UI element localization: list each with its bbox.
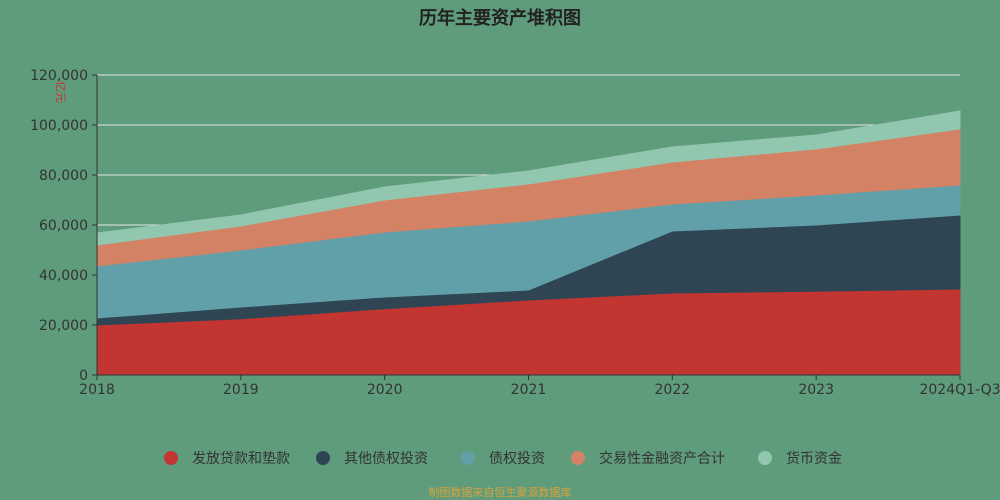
y-tick-label: 20,000 (39, 318, 88, 334)
x-tick-label: 2020 (367, 382, 403, 398)
y-tick-label: 0 (79, 368, 88, 384)
y-axis-label: 亿元 (54, 81, 67, 103)
y-tick-label: 120,000 (30, 68, 88, 84)
legend-item[interactable]: 货币资金 (758, 450, 842, 467)
legend: 发放贷款和垫款 其他债权投资 债权投资 交易性金融资产合计 货币资金 (164, 450, 842, 467)
legend-label: 债权投资 (489, 451, 545, 467)
area-series (96, 110, 961, 376)
area-series-4 (96, 110, 961, 246)
y-tick-label: 60,000 (39, 218, 88, 234)
y-tick-label: 40,000 (39, 268, 88, 284)
x-tick-label: 2018 (79, 382, 115, 398)
axes: 0 20,000 40,000 60,000 80,000 100,000 120,000 2… (30, 68, 1000, 398)
x-tick-label: 2019 (223, 382, 259, 398)
y-tick-label: 80,000 (39, 168, 88, 184)
source-note: 制图数据来自恒生聚源数据库 (429, 485, 572, 499)
chart-title: 历年主要资产堆积图 (419, 7, 581, 29)
legend-marker (316, 451, 330, 465)
x-tick-label: 2021 (511, 382, 547, 398)
legend-label: 交易性金融资产合计 (599, 450, 725, 467)
legend-marker (461, 451, 475, 465)
legend-marker (571, 451, 585, 465)
legend-item[interactable]: 发放贷款和垫款 (164, 451, 290, 467)
x-tick-label: 2024Q1-Q3 (919, 382, 1000, 398)
legend-item[interactable]: 交易性金融资产合计 (571, 450, 725, 467)
legend-label: 货币资金 (786, 450, 842, 467)
x-tick-label: 2022 (655, 382, 691, 398)
legend-label: 发放贷款和垫款 (192, 451, 290, 467)
legend-marker (164, 451, 178, 465)
legend-item[interactable]: 债权投资 (461, 451, 545, 467)
legend-label: 其他债权投资 (344, 451, 428, 467)
x-tick-label: 2023 (798, 382, 834, 398)
legend-item[interactable]: 其他债权投资 (316, 451, 428, 467)
y-tick-label: 100,000 (30, 118, 88, 134)
legend-marker (758, 451, 772, 465)
